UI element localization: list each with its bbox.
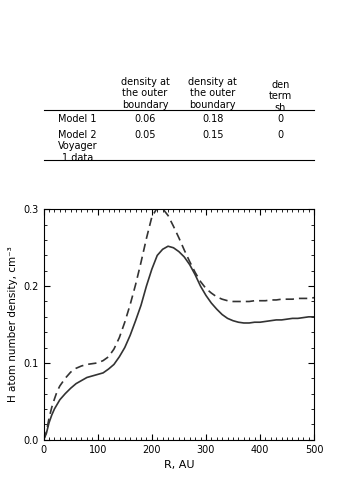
Y-axis label: H atom number density, cm⁻³: H atom number density, cm⁻³ [8, 247, 18, 403]
X-axis label: R, AU: R, AU [164, 460, 194, 470]
